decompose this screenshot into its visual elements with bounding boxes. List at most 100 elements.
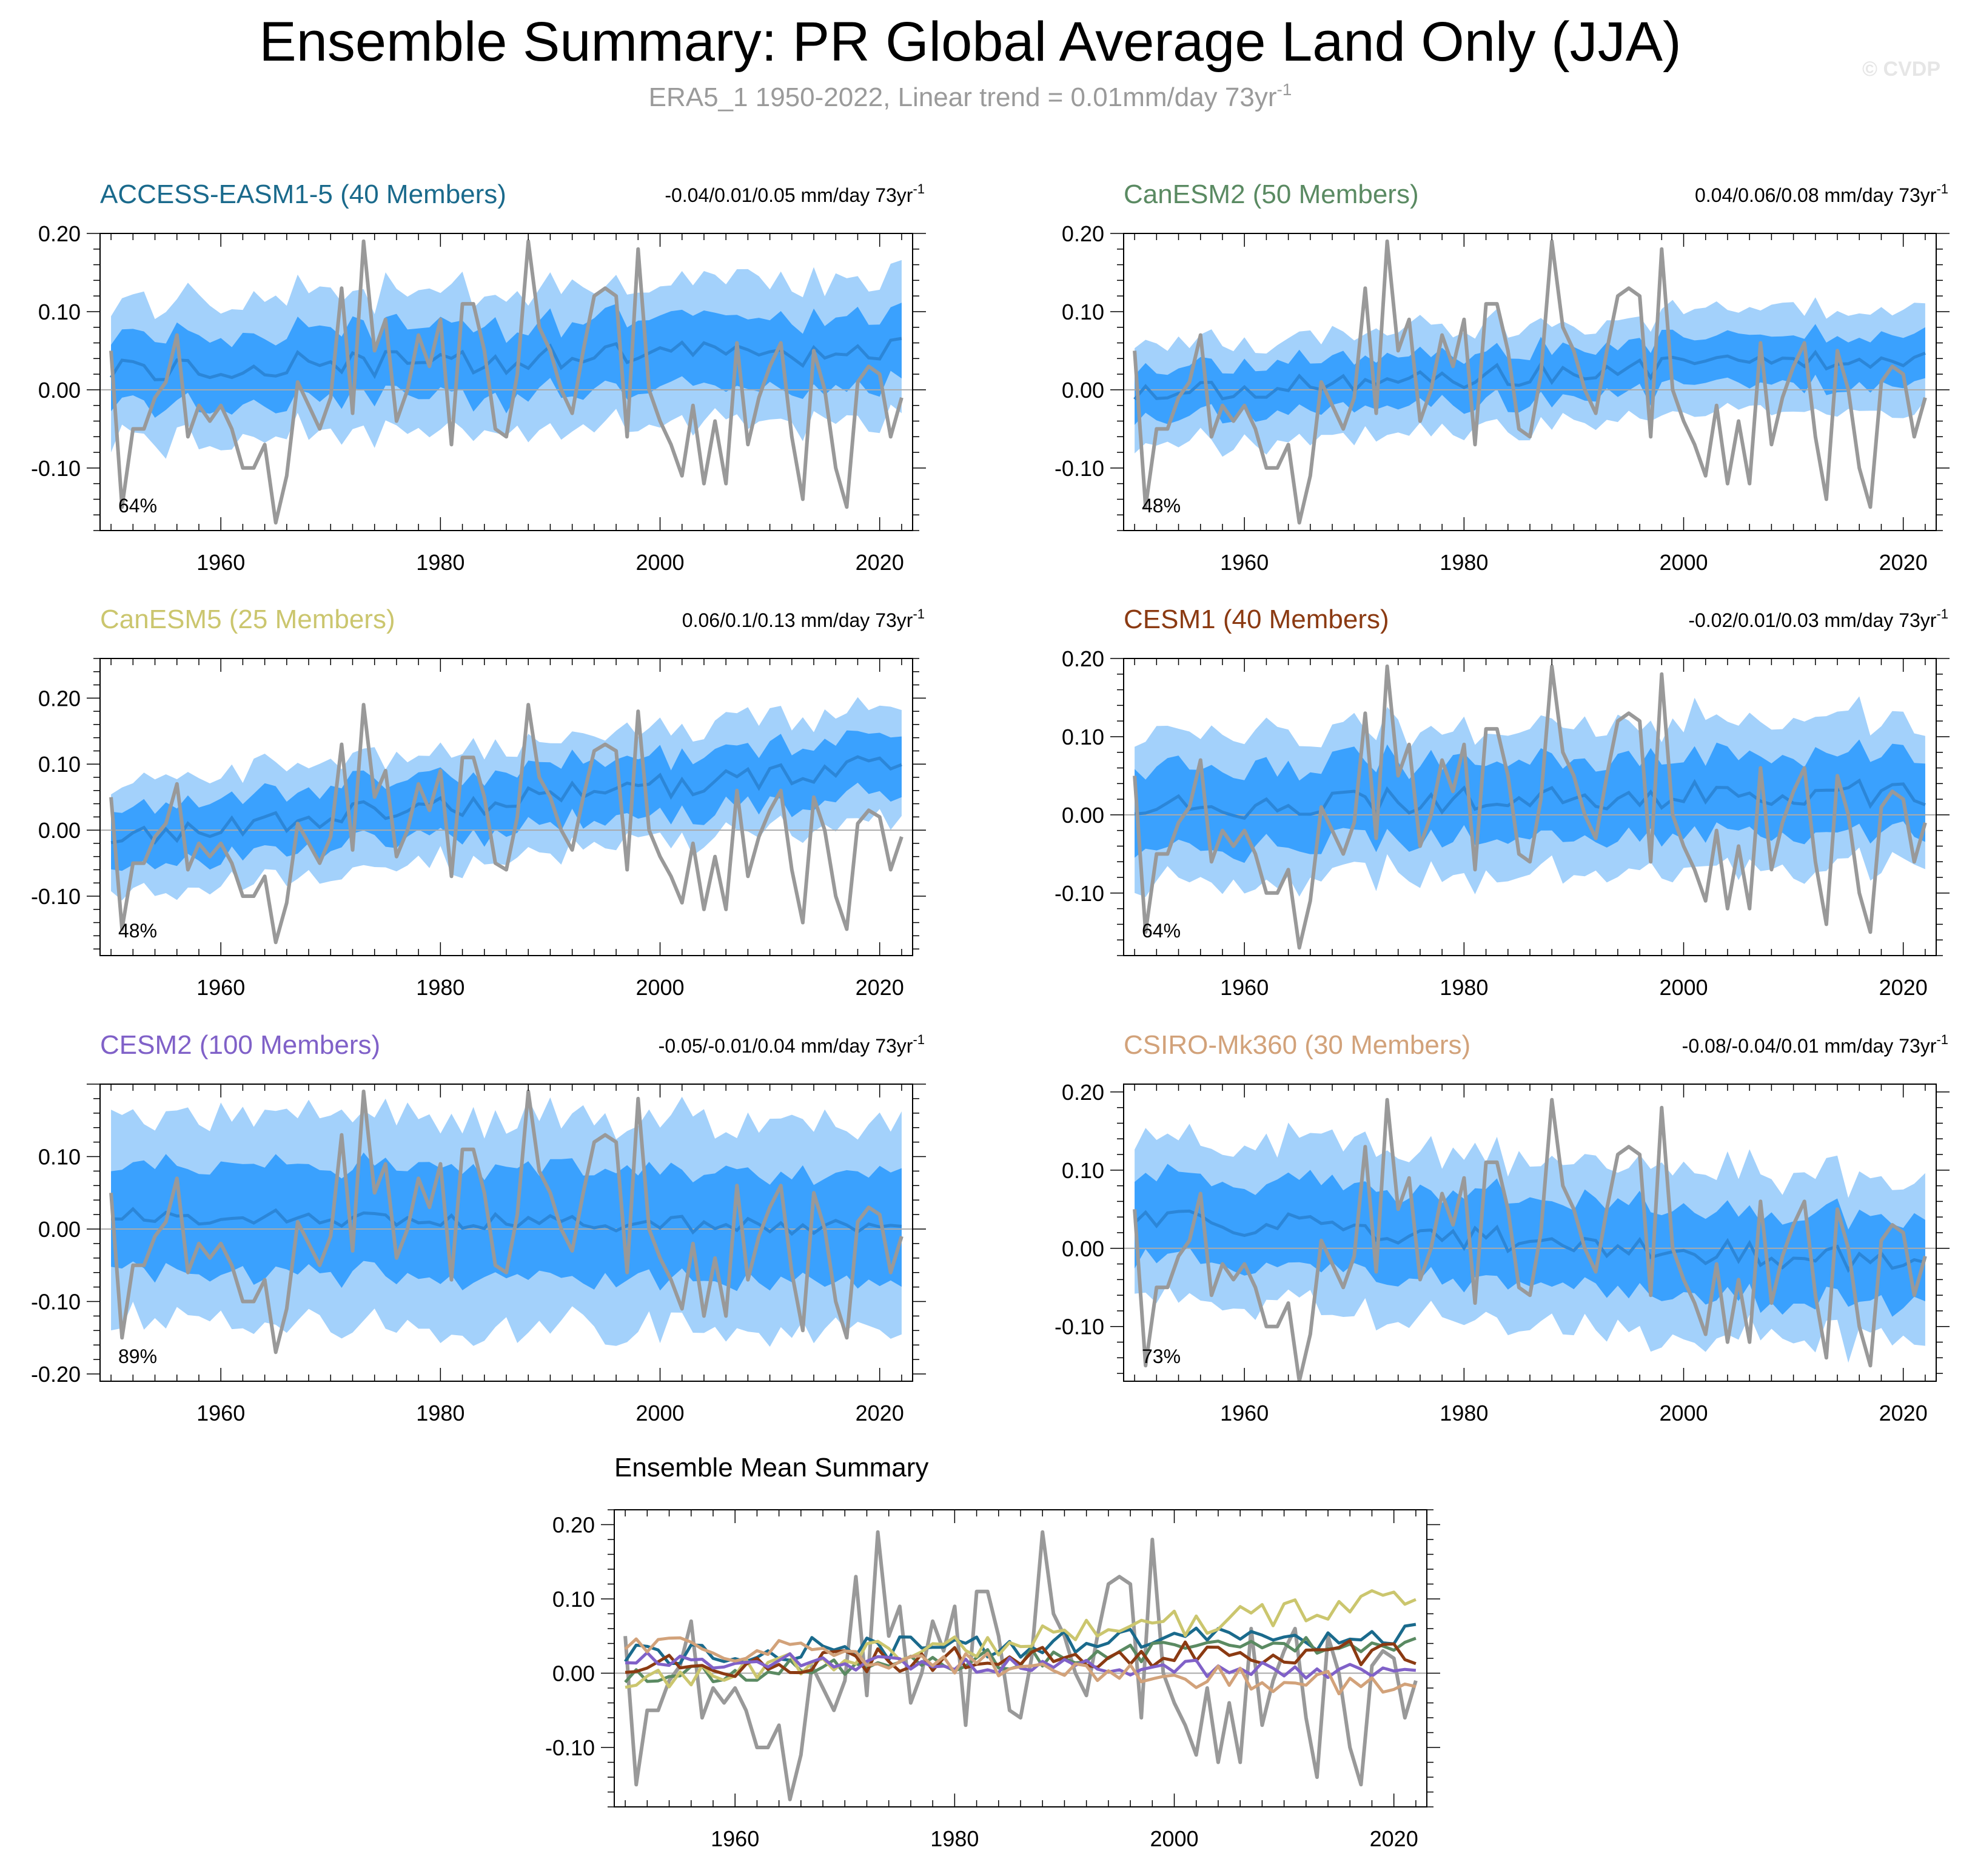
observed-line: [1133, 1097, 1927, 1381]
summary-frame: [614, 1509, 1427, 1807]
panel-xtick-label: 1980: [1440, 1401, 1488, 1425]
summary-ytick-label: -0.10: [545, 1735, 595, 1760]
plot-area: [100, 239, 913, 525]
panel-ytick-label: 0.20: [38, 686, 81, 711]
panel-trend: 0.06/0.1/0.13 mm/day 73yr-1: [682, 606, 925, 631]
trend-superscript: -1: [1936, 1032, 1948, 1047]
summary-ytick-label: 0.00: [552, 1661, 595, 1686]
panel-xtick-label: 1980: [416, 1401, 464, 1425]
inner-spread-band: [111, 303, 902, 418]
observed-line: [109, 703, 904, 945]
plot-area: [1124, 1097, 1936, 1381]
panel-ytick-label: -0.20: [31, 1362, 81, 1387]
panel-ytick-label: 0.00: [38, 1217, 81, 1242]
panel-xtick-label: 2000: [635, 550, 684, 575]
panel-ytick-label: 0.10: [1062, 725, 1104, 749]
panel-frame: [1123, 658, 1937, 956]
plot-area: [100, 697, 913, 945]
panel-percent: 48%: [1142, 495, 1181, 517]
ensemble-mean-summary: -0.10 0.00 0.10 0.20 1960 1980 2000 2020 Ensembl…: [545, 1453, 1440, 1851]
ensemble-mean-line: [1133, 349, 1926, 401]
panel-xtick-label: 2000: [1659, 975, 1708, 1000]
observed-line: [1133, 664, 1927, 950]
inner-spread-band: [1135, 739, 1925, 863]
panel-xtick-label: 2020: [856, 975, 904, 1000]
panel-0: -0.10 0.00 0.10 0.20 1960 1980 2000 2020 ACCESS-…: [31, 179, 926, 575]
ensemble-mean-line: [111, 1207, 902, 1236]
panel-ytick-label: -0.10: [1055, 456, 1104, 481]
panel-xtick-label: 1960: [1220, 1401, 1269, 1425]
panel-xtick-label: 1980: [416, 550, 464, 575]
panel-xtick-label: 2020: [856, 1401, 904, 1425]
panel-xtick-label: 2000: [1659, 550, 1708, 575]
copyright: © CVDP: [1862, 58, 1940, 81]
panel-xtick-label: 1960: [1220, 550, 1269, 575]
panel-ytick-label: -0.10: [31, 884, 81, 909]
trend-superscript: -1: [913, 181, 925, 196]
plot-area: [1124, 664, 1936, 950]
panel-frame: [99, 658, 913, 956]
panel-percent: 48%: [118, 920, 157, 942]
trend-values: 0.04/0.06/0.08 mm/day 73yr: [1695, 184, 1937, 206]
panel-trend: -0.04/0.01/0.05 mm/day 73yr-1: [665, 181, 925, 206]
summary-series-line: [625, 1589, 1417, 1689]
inner-spread-band: [1135, 324, 1925, 425]
panel-frame: [1123, 233, 1937, 531]
trend-values: -0.05/-0.01/0.04 mm/day 73yr: [659, 1035, 913, 1057]
ensemble-mean-line: [1133, 1209, 1926, 1273]
summary-plot-area: [614, 1530, 1427, 1801]
observed-line: [109, 239, 904, 525]
panel-percent: 73%: [1142, 1345, 1181, 1367]
panel-xtick-label: 2020: [1879, 550, 1928, 575]
panel-ytick-label: 0.00: [38, 378, 81, 403]
plot-area: [1124, 239, 1936, 525]
summary-series-line: [625, 1639, 1417, 1678]
trend-values: -0.04/0.01/0.05 mm/day 73yr: [665, 184, 913, 206]
ensemble-mean-line: [109, 337, 902, 381]
panel-frame: [1123, 1084, 1937, 1382]
panel-ytick-label: 0.10: [1062, 300, 1104, 324]
trend-values: -0.08/-0.04/0.01 mm/day 73yr: [1682, 1035, 1937, 1057]
panel-ytick-label: 0.20: [38, 221, 81, 246]
summary-xtick-label: 1960: [711, 1826, 759, 1851]
panel-xtick-label: 1980: [416, 975, 464, 1000]
panel-title: ACCESS-EASM1-5 (40 Members): [100, 179, 506, 209]
panel-xtick-label: 2020: [1879, 1401, 1928, 1425]
panel-ytick-label: -0.10: [1055, 1315, 1104, 1339]
panel-trend: -0.05/-0.01/0.04 mm/day 73yr-1: [659, 1032, 925, 1057]
panel-percent: 64%: [1142, 920, 1181, 942]
summary-observed-line: [623, 1530, 1418, 1801]
panel-title: CESM1 (40 Members): [1124, 605, 1389, 634]
summary-xtick-label: 1980: [930, 1826, 979, 1851]
summary-series-line: [624, 1636, 1417, 1695]
panel-ytick-label: 0.00: [38, 818, 81, 843]
panel-ytick-label: 0.10: [1062, 1158, 1104, 1183]
panel-4: -0.20 -0.10 0.00 0.10 1960 1980 2000 2020 CESM2 …: [31, 1030, 926, 1425]
panel-frame: [99, 1084, 913, 1382]
summary-title: Ensemble Mean Summary: [614, 1453, 928, 1482]
panel-1: -0.10 0.00 0.10 0.20 1960 1980 2000 2020 CanESM2…: [1055, 179, 1950, 575]
trend-superscript: -1: [1936, 181, 1948, 196]
panel-ytick-label: 0.00: [1062, 378, 1104, 403]
panel-ytick-label: 0.00: [1062, 1236, 1104, 1261]
trend-values: -0.02/0.01/0.03 mm/day 73yr: [1688, 609, 1936, 631]
observed-line: [109, 1090, 904, 1355]
summary-series-line: [625, 1651, 1417, 1680]
observed-line: [1133, 239, 1927, 525]
panel-xtick-label: 1980: [1440, 975, 1488, 1000]
main-title: Ensemble Summary: PR Global Average Land…: [259, 11, 1681, 73]
trend-superscript: -1: [913, 606, 925, 621]
panel-3: -0.10 0.00 0.10 0.20 1960 1980 2000 2020 CESM1 (…: [1055, 605, 1950, 1000]
inner-spread-band: [111, 1152, 902, 1291]
panel-5: -0.10 0.00 0.10 0.20 1960 1980 2000 2020 CSIRO-M…: [1055, 1030, 1950, 1425]
panel-xtick-label: 1960: [196, 975, 245, 1000]
subtitle: ERA5_1 1950-2022, Linear trend = 0.01mm/…: [649, 80, 1292, 112]
inner-spread-band: [111, 730, 902, 871]
panel-frame: [99, 233, 913, 531]
panel-ytick-label: 0.20: [1062, 1080, 1104, 1105]
panel-ytick-label: -0.10: [31, 456, 81, 481]
ensemble-mean-line: [110, 755, 902, 845]
panel-ytick-label: -0.10: [31, 1290, 81, 1315]
summary-ytick-label: 0.20: [552, 1513, 595, 1538]
